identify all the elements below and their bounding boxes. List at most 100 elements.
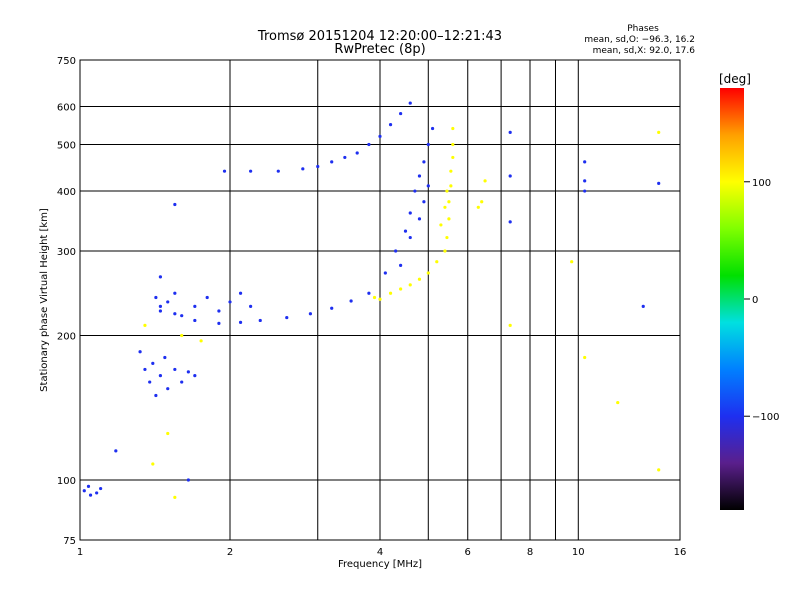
data-point [193, 374, 197, 378]
chart-subtitle: RwPretec (8p) [334, 42, 425, 57]
data-point [394, 249, 398, 253]
y-tick-label: 75 [63, 536, 76, 547]
data-point [193, 318, 197, 323]
data-point [447, 217, 451, 221]
data-point [285, 315, 289, 320]
data-point [173, 495, 177, 500]
data-point [151, 462, 155, 466]
phase-stats-x: mean, sd,X: 92.0, 17.6 [593, 46, 696, 56]
data-point [148, 380, 152, 384]
data-point [199, 339, 203, 343]
data-point [399, 287, 403, 291]
data-point [583, 189, 587, 193]
data-point [403, 229, 408, 233]
data-point [483, 179, 487, 183]
data-point [378, 297, 382, 301]
data-point [399, 263, 403, 267]
colorbar-ticks: 100 0 −100 [744, 178, 779, 423]
data-point [173, 367, 177, 372]
data-point [222, 169, 227, 173]
data-point [276, 169, 280, 173]
data-point [158, 304, 163, 309]
y-tick-label: 600 [57, 103, 76, 114]
data-point [508, 174, 512, 178]
data-point [476, 205, 480, 209]
y-tick-label: 300 [57, 247, 76, 258]
x-tick-label: 4 [377, 547, 383, 558]
data-point [657, 468, 661, 472]
data-point [355, 151, 359, 155]
data-point [408, 211, 412, 215]
y-tick-label: 400 [57, 187, 76, 198]
data-point [388, 123, 393, 127]
data-point [583, 179, 587, 183]
data-point [349, 299, 353, 303]
data-point [367, 291, 371, 295]
data-point [447, 200, 451, 204]
data-point [138, 350, 142, 354]
data-point [301, 167, 305, 171]
data-point [443, 205, 447, 209]
data-point [173, 312, 177, 316]
x-tick-label: 6 [465, 547, 471, 558]
data-point [372, 295, 377, 300]
data-point [443, 249, 447, 253]
data-point [143, 367, 147, 372]
data-point [430, 126, 435, 131]
data-point [151, 361, 155, 365]
data-point [154, 393, 158, 398]
y-tick-label: 100 [57, 476, 76, 487]
data-point [435, 260, 439, 264]
data-point [330, 160, 334, 164]
data-point [180, 314, 184, 318]
data-point [378, 134, 382, 138]
data-point [616, 400, 620, 405]
data-point [417, 277, 422, 281]
data-point [508, 220, 512, 224]
colorbar [720, 88, 744, 510]
data-point [657, 181, 661, 185]
data-point [451, 142, 455, 147]
y-tick-label: 500 [57, 141, 76, 152]
y-tick-label: 750 [57, 56, 76, 67]
colorbar-tick-label: 0 [752, 295, 758, 306]
y-axis-label: Stationary phase Virtual Height [km] [39, 208, 50, 392]
data-point [143, 323, 147, 327]
data-point [445, 235, 449, 240]
data-point [166, 300, 170, 304]
data-point [417, 217, 422, 221]
data-points [82, 101, 661, 500]
data-point [408, 101, 412, 105]
data-point [417, 174, 422, 178]
data-point [383, 271, 387, 275]
x-tick-label: 8 [527, 547, 533, 558]
data-point [238, 291, 243, 295]
data-point [158, 309, 163, 313]
data-point [249, 304, 253, 309]
data-point [422, 200, 426, 204]
data-point [186, 478, 190, 482]
data-point [316, 164, 320, 169]
data-point [173, 291, 177, 295]
phase-stats-o: mean, sd,O: −96.3, 16.2 [584, 35, 695, 45]
data-point [343, 155, 347, 160]
data-point [641, 304, 645, 309]
data-point [583, 160, 587, 164]
data-point [217, 309, 221, 313]
plot-area-frame [79, 59, 681, 541]
data-point [657, 130, 661, 134]
data-point [193, 304, 197, 309]
data-point [88, 493, 93, 497]
x-tick-label: 2 [227, 547, 233, 558]
data-point [158, 275, 163, 279]
data-point [508, 130, 512, 134]
x-tick-label: 16 [674, 547, 687, 558]
data-point [228, 300, 232, 304]
data-point [217, 321, 221, 325]
data-point [413, 189, 417, 193]
data-point [449, 169, 453, 173]
x-tick-label: 1 [77, 547, 83, 558]
colorbar-tick-label: −100 [752, 412, 779, 423]
data-point [158, 374, 163, 378]
